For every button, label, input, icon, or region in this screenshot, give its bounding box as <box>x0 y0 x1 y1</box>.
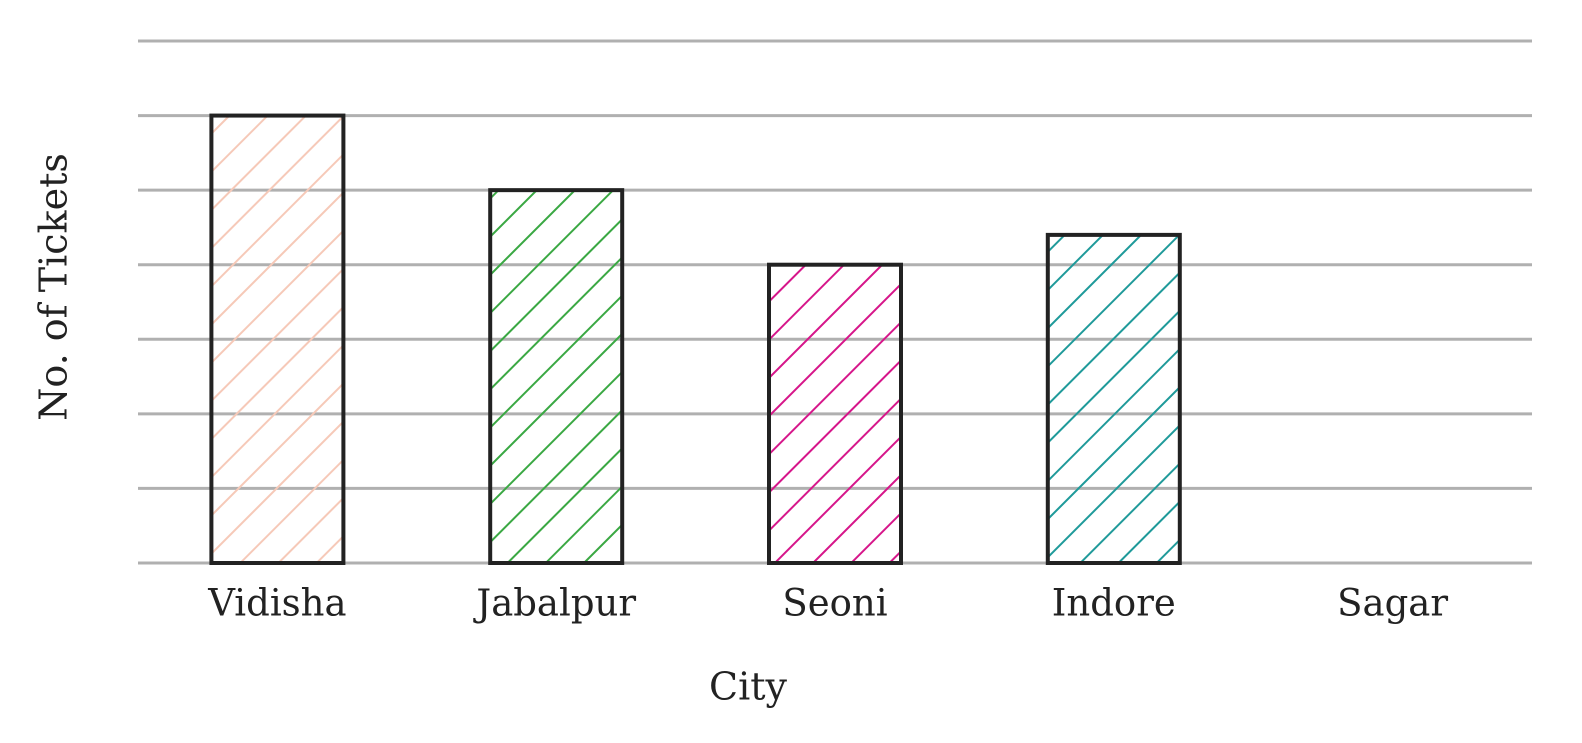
x-tick-label: Jabalpur <box>472 582 636 625</box>
bar <box>767 262 903 565</box>
x-tick-label: Sagar <box>1337 582 1448 625</box>
x-axis-title: City <box>709 665 787 709</box>
bar <box>1045 232 1182 565</box>
bar <box>209 113 346 565</box>
x-tick-label: Seoni <box>782 582 887 625</box>
y-axis-title: No. of Tickets <box>32 153 76 421</box>
x-tick-label: Vidisha <box>207 582 346 625</box>
bar <box>488 188 625 565</box>
x-tick-label: Indore <box>1052 582 1176 625</box>
